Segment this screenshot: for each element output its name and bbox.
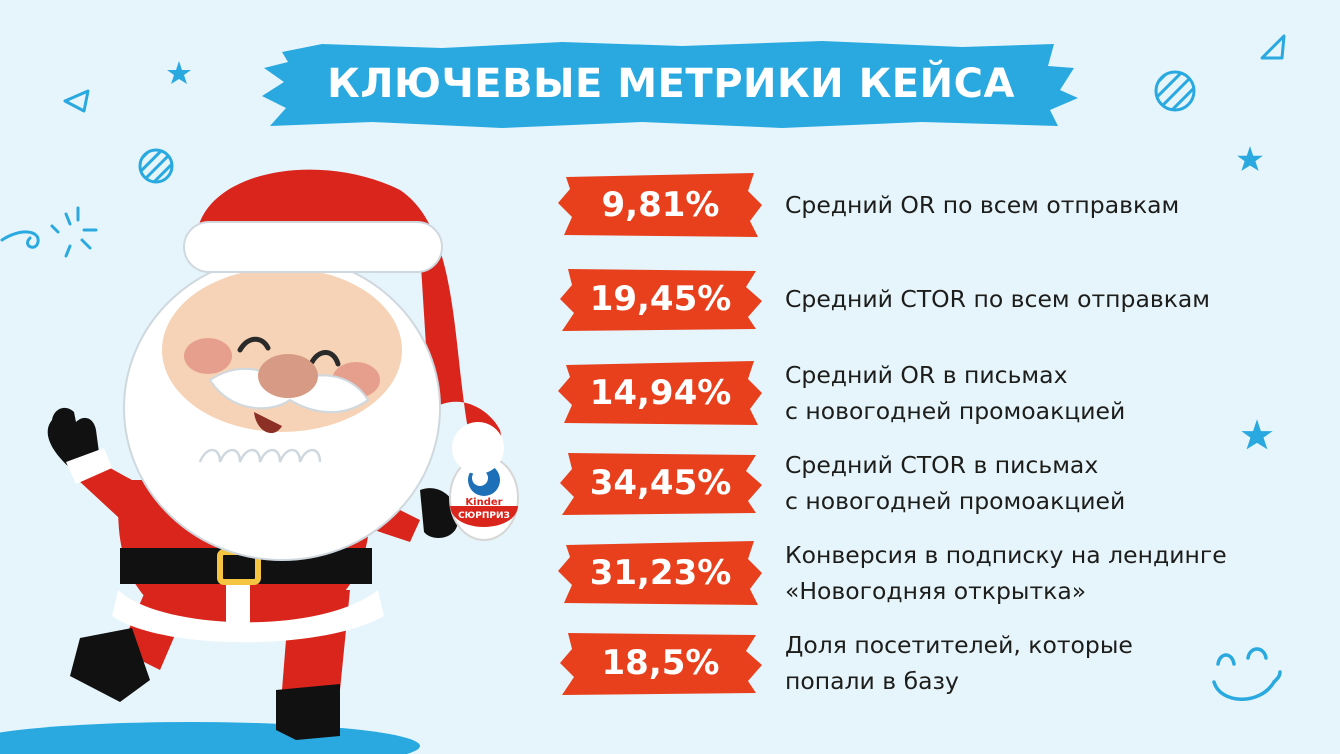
beard-curls — [198, 448, 322, 463]
metric-value: 18,5% — [601, 643, 720, 683]
metric-description: Средний CTOR в письмах с новогодней пром… — [785, 447, 1125, 519]
egg-label-top: Kinder — [465, 497, 502, 508]
santa-arm-left — [78, 458, 150, 530]
metric-description: Средний OR в письмах с новогодней промоа… — [785, 357, 1125, 429]
smiley-doodle-icon — [1212, 647, 1282, 701]
metric-description: Средний OR по всем отправкам — [785, 187, 1179, 223]
title-banner: КЛЮЧЕВЫЕ МЕТРИКИ КЕЙСА — [262, 38, 1080, 130]
metric-row: 19,45% Средний CTOR по всем отправкам — [558, 257, 1318, 341]
metric-value: 14,94% — [589, 373, 732, 413]
metric-row: 18,5% Доля посетителей, которые попали в… — [558, 621, 1318, 705]
santa-nose — [258, 354, 318, 398]
hat-pompom — [452, 422, 504, 474]
metric-description-line: Средний CTOR в письмах — [785, 451, 1099, 479]
metric-value: 34,45% — [589, 463, 732, 503]
cuff-left — [66, 448, 112, 484]
metric-description-line: попали в базу — [785, 667, 959, 695]
striped-ball-icon — [1154, 70, 1196, 112]
coat-bottom-trim — [112, 590, 384, 643]
metric-badge: 19,45% — [558, 265, 763, 333]
metric-description-line: с новогодней промоакцией — [785, 487, 1126, 515]
boot-left — [70, 628, 150, 702]
metric-badge: 34,45% — [558, 449, 763, 517]
cheek-left — [184, 338, 232, 374]
metric-description: Конверсия в подписку на лендинге «Нового… — [785, 537, 1227, 609]
metric-row: 9,81% Средний OR по всем отправкам — [558, 163, 1318, 247]
metric-value: 19,45% — [589, 279, 732, 319]
metric-description: Доля посетителей, которые попали в базу — [785, 627, 1133, 699]
metric-badge: 14,94% — [558, 359, 763, 427]
metric-description: Средний CTOR по всем отправкам — [785, 281, 1210, 317]
striped-ball-icon — [138, 148, 174, 184]
eye-left — [237, 336, 271, 353]
metric-description-line: Средний OR в письмах — [785, 361, 1068, 389]
metric-description-line: Доля посетителей, которые — [785, 631, 1133, 659]
metric-badge: 31,23% — [558, 539, 763, 607]
glove-right — [420, 488, 459, 538]
metric-value: 31,23% — [589, 553, 732, 593]
hat-trim — [183, 221, 443, 273]
glove-left — [47, 407, 100, 468]
egg-label-bottom: СЮРПРИЗ — [458, 511, 510, 521]
star-icon — [1241, 419, 1273, 450]
metric-description-line: «Новогодняя открытка» — [785, 577, 1087, 605]
metric-badge: 18,5% — [558, 629, 763, 697]
star-icon — [1237, 146, 1263, 171]
metric-row: 34,45% Средний CTOR в письмах с новогодн… — [558, 441, 1318, 525]
santa-mouth — [254, 412, 282, 434]
star-icon — [167, 61, 191, 84]
metric-row: 31,23% Конверсия в подписку на лендинге … — [558, 531, 1318, 615]
boot-right — [276, 684, 340, 740]
ground-shadow — [0, 722, 420, 754]
santa-illustration: Kinder СЮРПРИЗ — [0, 169, 519, 754]
eye-right — [309, 350, 341, 367]
metric-row: 14,94% Средний OR в письмах с новогодней… — [558, 351, 1318, 435]
brush-stroke-background — [262, 41, 1078, 128]
metric-badge: 9,81% — [558, 171, 763, 239]
metric-description-line: Конверсия в подписку на лендинге — [785, 541, 1227, 569]
sparkle-icon — [0, 206, 98, 258]
metric-description-line: Средний OR по всем отправкам — [785, 191, 1180, 219]
metric-description-line: с новогодней промоакцией — [785, 397, 1126, 425]
triangle-icon — [1260, 34, 1286, 60]
page-title: КЛЮЧЕВЫЕ МЕТРИКИ КЕЙСА — [327, 61, 1015, 107]
kinder-egg-icon: Kinder СЮРПРИЗ — [449, 455, 519, 541]
triangle-icon — [63, 89, 90, 113]
metric-value: 9,81% — [601, 185, 720, 225]
metric-description-line: Средний CTOR по всем отправкам — [785, 285, 1211, 313]
